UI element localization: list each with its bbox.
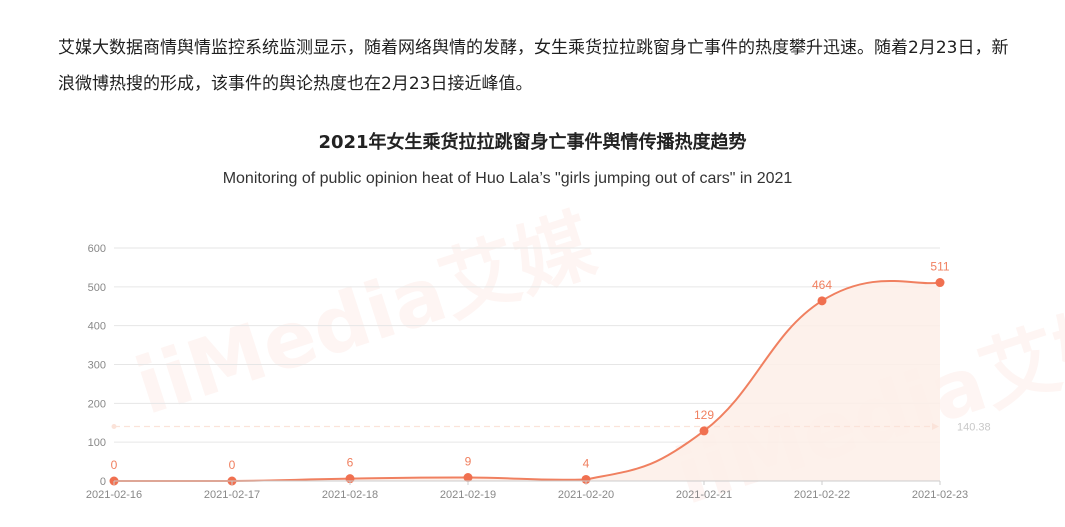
data-labels: 0 0 6 9 4 129 464 511	[111, 260, 950, 472]
x-tick-label-2021-02-22: 2021-02-22	[794, 489, 850, 501]
average-marker: 140.38	[111, 421, 991, 433]
x-axis: 2021-02-16 2021-02-17 2021-02-18 2021-02-19…	[86, 480, 968, 501]
chart-subtitle: Monitoring of public opinion heat of Huo…	[222, 170, 793, 187]
x-tick-label-2021-02-16: 2021-02-16	[86, 489, 142, 501]
y-tick-label: 300	[88, 360, 106, 372]
data-label-2021-02-16: 0	[111, 458, 118, 472]
data-point-2021-02-19	[463, 473, 473, 483]
data-point-2021-02-20	[581, 474, 591, 484]
average-label: 140.38	[957, 421, 991, 433]
intro-paragraph: 艾媒大数据商情舆情监控系统监测显示，随着网络舆情的发酵，女生乘货拉拉跳窗身亡事件…	[58, 38, 1009, 94]
data-label-2021-02-19: 9	[465, 455, 472, 469]
data-label-2021-02-17: 0	[229, 458, 236, 472]
chart-title: 2021年女生乘货拉拉跳窗身亡事件舆情传播热度趋势	[318, 132, 747, 153]
x-tick-label-2021-02-19: 2021-02-19	[440, 489, 496, 501]
x-tick-label-2021-02-20: 2021-02-20	[558, 489, 614, 501]
x-tick-label-2021-02-21: 2021-02-21	[676, 489, 732, 501]
data-label-2021-02-18: 6	[347, 456, 354, 470]
data-label-2021-02-22: 464	[812, 278, 832, 292]
data-point-2021-02-23	[935, 278, 945, 288]
average-line-arrow	[932, 422, 939, 430]
data-label-2021-02-21: 129	[694, 408, 714, 422]
x-tick-label-2021-02-18: 2021-02-18	[322, 489, 378, 501]
y-tick-label: 0	[100, 476, 106, 488]
area-fill-shape	[114, 280, 940, 481]
x-tick-label-2021-02-23: 2021-02-23	[912, 489, 968, 501]
data-points	[109, 278, 945, 486]
data-label-2021-02-20: 4	[583, 456, 590, 470]
y-tick-label: 600	[88, 243, 106, 255]
y-axis: 0 100 200 300 400 500 600	[88, 243, 106, 488]
area-fill	[114, 280, 940, 481]
x-tick-label-2021-02-17: 2021-02-17	[204, 489, 260, 501]
y-tick-label: 100	[88, 437, 106, 449]
y-tick-label: 200	[88, 398, 106, 410]
average-line-start	[111, 423, 117, 429]
y-tick-label: 400	[88, 321, 106, 333]
data-point-2021-02-21	[699, 426, 709, 436]
y-tick-label: 500	[88, 282, 106, 294]
data-point-2021-02-22	[817, 296, 827, 306]
data-label-2021-02-23: 511	[930, 260, 949, 274]
